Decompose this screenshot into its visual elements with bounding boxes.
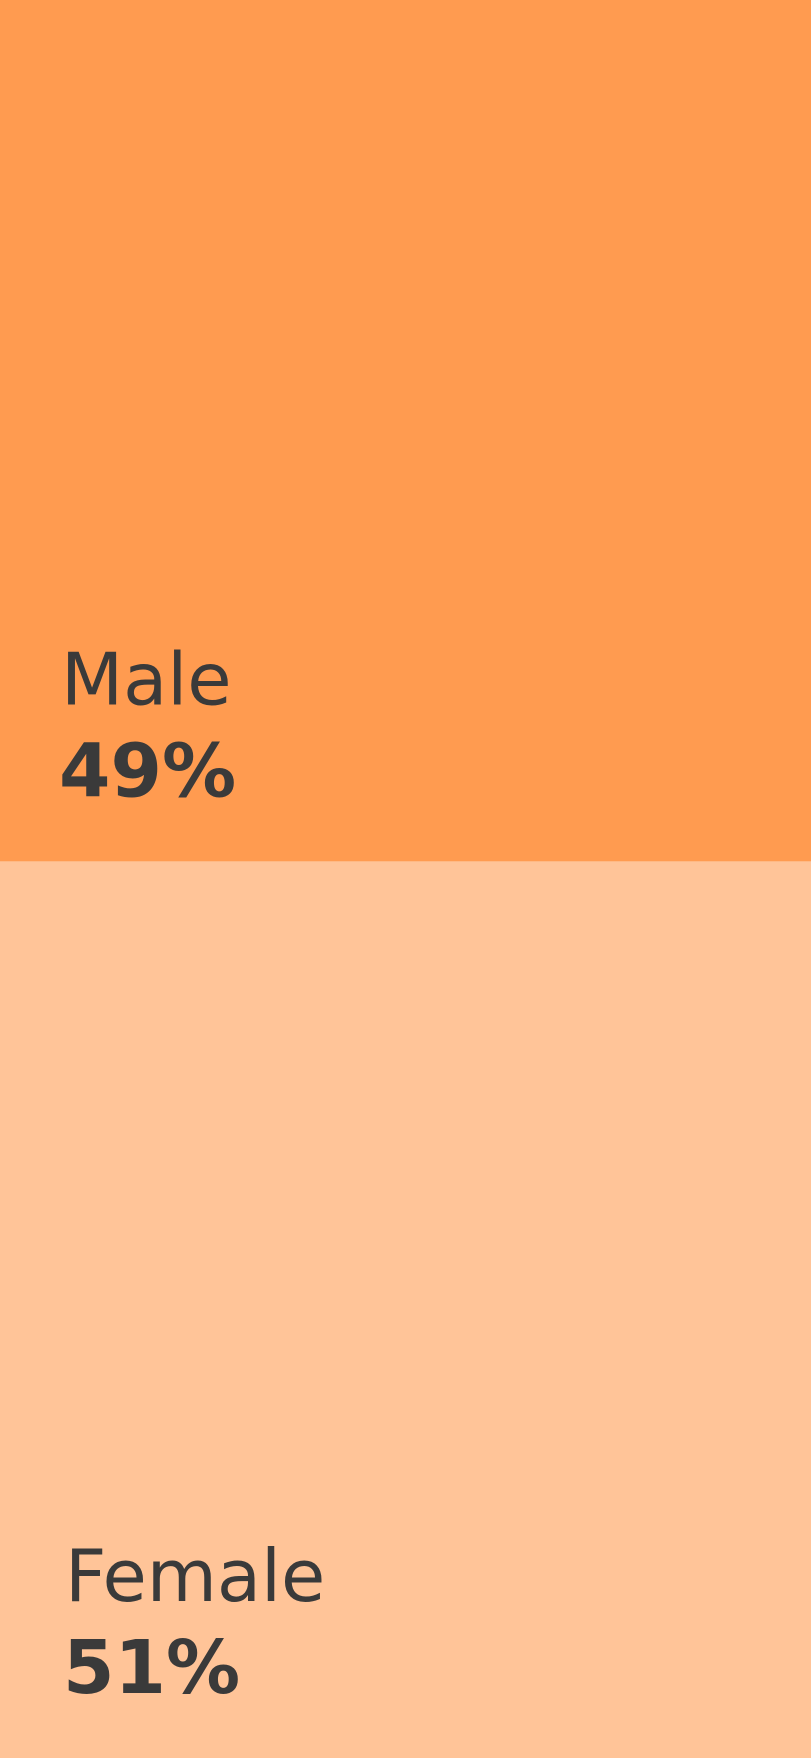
value-label: 51% — [63, 1625, 240, 1711]
bar-segment — [0, 861, 811, 1758]
bar-segment — [0, 0, 811, 862]
category-label: Male — [61, 637, 232, 721]
category-label: Female — [65, 1534, 325, 1618]
value-label: 49% — [59, 728, 236, 814]
